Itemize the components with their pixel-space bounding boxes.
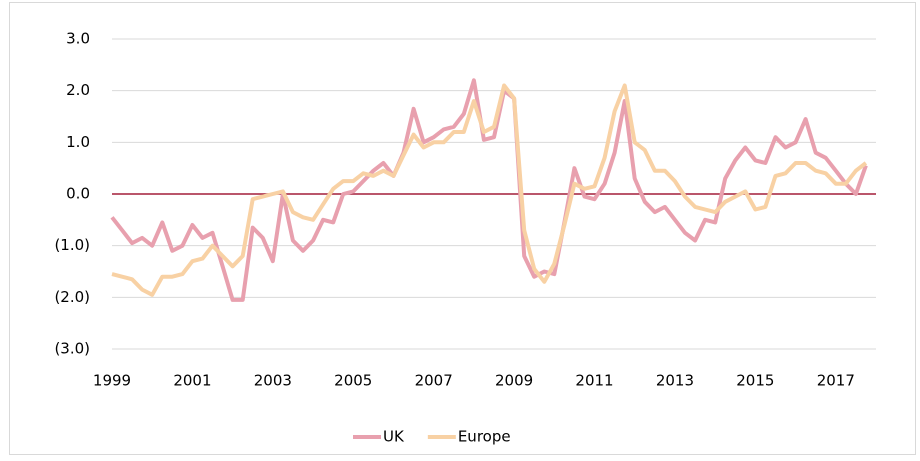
y-tick-label: (1.0) [54, 236, 90, 254]
chart-border [9, 2, 916, 455]
x-tick-label: 2011 [575, 372, 613, 390]
y-tick-label: (2.0) [54, 288, 90, 306]
y-tick-label: 3.0 [66, 30, 90, 48]
series-line [111, 83, 868, 297]
y-tick-label: 1.0 [66, 133, 90, 151]
x-tick-label: 2001 [173, 372, 211, 390]
y-tick-label: (3.0) [54, 340, 90, 358]
x-tick-label: 1999 [93, 372, 131, 390]
y-tick-label: 2.0 [66, 81, 90, 99]
x-tick-label: 2017 [817, 372, 855, 390]
x-tick-label: 2003 [254, 372, 292, 390]
legend-label: UK [383, 428, 405, 446]
x-tick-label: 2013 [656, 372, 694, 390]
legend-label: Europe [458, 428, 511, 446]
series-line [110, 78, 868, 302]
x-tick-label: 2005 [334, 372, 372, 390]
x-tick-label: 2015 [736, 372, 774, 390]
x-tick-label: 2007 [415, 372, 453, 390]
x-tick-label: 2009 [495, 372, 533, 390]
y-tick-label: 0.0 [66, 185, 90, 203]
